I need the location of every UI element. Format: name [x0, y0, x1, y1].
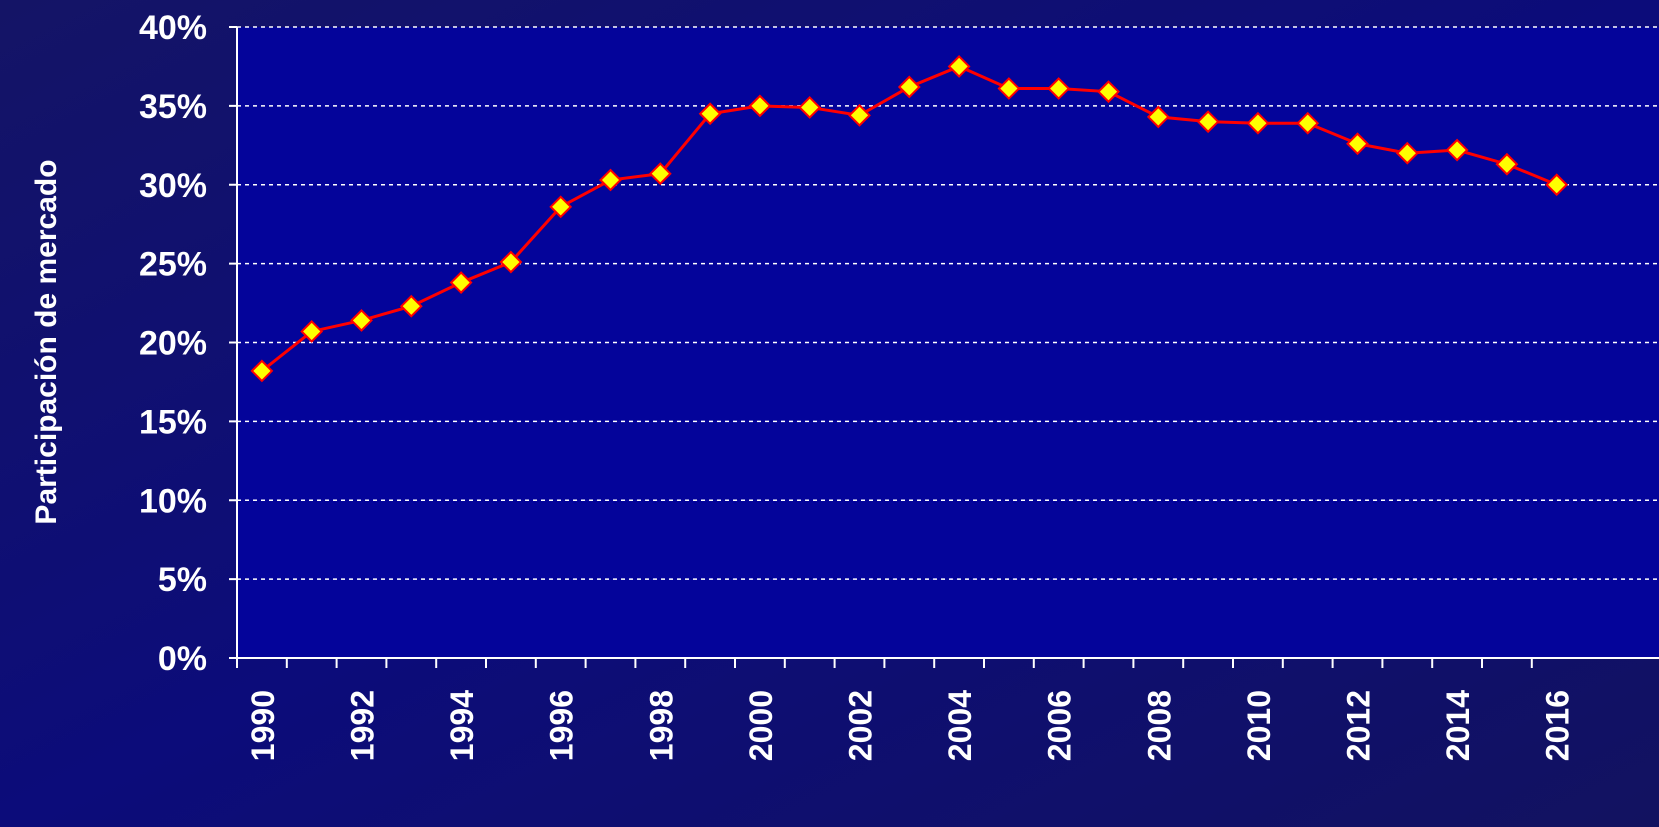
y-tick-label: 20% — [139, 325, 207, 363]
x-tick-label: 2000 — [743, 690, 779, 761]
y-tick-label: 10% — [139, 482, 207, 520]
marker — [1395, 141, 1419, 165]
marker — [1545, 173, 1569, 197]
marker — [648, 162, 672, 186]
marker — [1445, 138, 1469, 162]
x-tick-label: 2002 — [843, 690, 879, 761]
marker — [599, 168, 622, 192]
marker — [997, 77, 1021, 100]
marker — [250, 359, 274, 383]
x-tick-label: 1994 — [444, 690, 480, 761]
marker — [1097, 80, 1120, 104]
x-tick-label: 2008 — [1141, 690, 1177, 761]
marker — [300, 320, 324, 343]
marker — [1296, 111, 1320, 135]
x-tick-label: 2006 — [1042, 690, 1078, 761]
marker — [1495, 152, 1519, 176]
marker — [848, 103, 871, 127]
x-tick-label: 1990 — [245, 690, 281, 761]
y-tick-label: 25% — [139, 246, 207, 284]
marker — [1146, 105, 1170, 129]
x-tick-label: 2014 — [1440, 690, 1476, 761]
marker — [549, 195, 573, 219]
y-tick-label: 5% — [158, 561, 207, 599]
marker — [350, 309, 373, 332]
marker — [1246, 111, 1270, 135]
y-axis-label: Participación de mercado — [30, 159, 63, 524]
x-tick-label: 2012 — [1341, 690, 1377, 761]
y-tick-label: 30% — [139, 167, 207, 205]
marker — [449, 271, 473, 294]
marker — [399, 294, 423, 318]
x-tick-label: 1992 — [345, 690, 381, 761]
marker — [798, 96, 822, 119]
y-tick-label: 0% — [158, 640, 207, 678]
marker — [1047, 77, 1071, 100]
y-tick-label: 40% — [139, 9, 207, 47]
marker — [1346, 132, 1369, 156]
x-tick-label: 1996 — [544, 690, 580, 761]
marker — [947, 55, 971, 78]
x-tick-label: 1998 — [643, 690, 679, 761]
marker — [499, 250, 523, 274]
y-tick-label: 15% — [139, 403, 207, 441]
marker — [897, 75, 921, 99]
x-tick-label: 2010 — [1241, 690, 1277, 761]
marker — [698, 102, 722, 126]
plot: 0% 5% 10% 15% 20% 25% 30% 35% 40% 1990 1992 1994 199… — [139, 9, 1659, 761]
marker — [1196, 110, 1220, 134]
x-tick-label: 2016 — [1540, 690, 1576, 761]
x-tick-label: 2004 — [942, 690, 978, 761]
marker — [748, 94, 772, 118]
y-tick-label: 35% — [139, 88, 207, 126]
